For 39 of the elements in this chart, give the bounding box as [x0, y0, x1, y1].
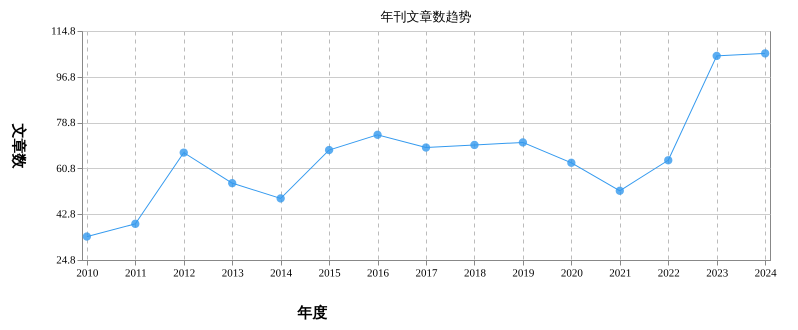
point — [664, 156, 672, 164]
point — [518, 138, 528, 147]
point — [760, 49, 770, 58]
x-tick-label: 2017 — [416, 268, 438, 280]
point — [422, 143, 430, 152]
point — [712, 52, 721, 60]
point — [228, 178, 236, 188]
x-tick-label: 2016 — [367, 268, 390, 280]
point — [324, 146, 334, 154]
x-tick-label: 2019 — [512, 268, 535, 280]
x-tick-label: 2012 — [173, 268, 196, 280]
x-tick-label: 2022 — [658, 268, 680, 280]
point — [276, 194, 285, 203]
point — [470, 140, 479, 150]
y-tick-label: 114.8 — [51, 26, 76, 38]
point — [131, 220, 140, 228]
x-tick-label: 2023 — [706, 268, 729, 280]
point — [616, 186, 624, 195]
point — [180, 148, 188, 157]
x-tick-label: 2021 — [609, 268, 632, 280]
x-tick-label: 2015 — [318, 268, 342, 280]
x-tick-label: 2013 — [222, 268, 244, 280]
x-axis-title: 年度 — [296, 304, 328, 322]
y-axis-title: 文章数 — [10, 122, 28, 170]
x-tick-label: 2010 — [76, 268, 99, 280]
x-tick-label: 2011 — [125, 268, 147, 280]
y-tick-label: 60.8 — [56, 162, 76, 175]
chart-title: 年刊文章数趋势 — [380, 9, 472, 24]
x-tick-label: 2020 — [560, 268, 584, 280]
x-tick-label: 2018 — [464, 268, 486, 280]
y-tick-label: 96.8 — [56, 71, 76, 84]
point — [373, 130, 382, 139]
y-tick-label: 78.8 — [56, 117, 76, 130]
point — [567, 158, 576, 167]
y-tick-label: 42.8 — [56, 208, 76, 221]
point — [82, 232, 92, 241]
x-tick-label: 2014 — [270, 268, 293, 280]
y-tick-label: 24.8 — [56, 254, 76, 266]
x-tick-label: 2024 — [754, 268, 778, 280]
